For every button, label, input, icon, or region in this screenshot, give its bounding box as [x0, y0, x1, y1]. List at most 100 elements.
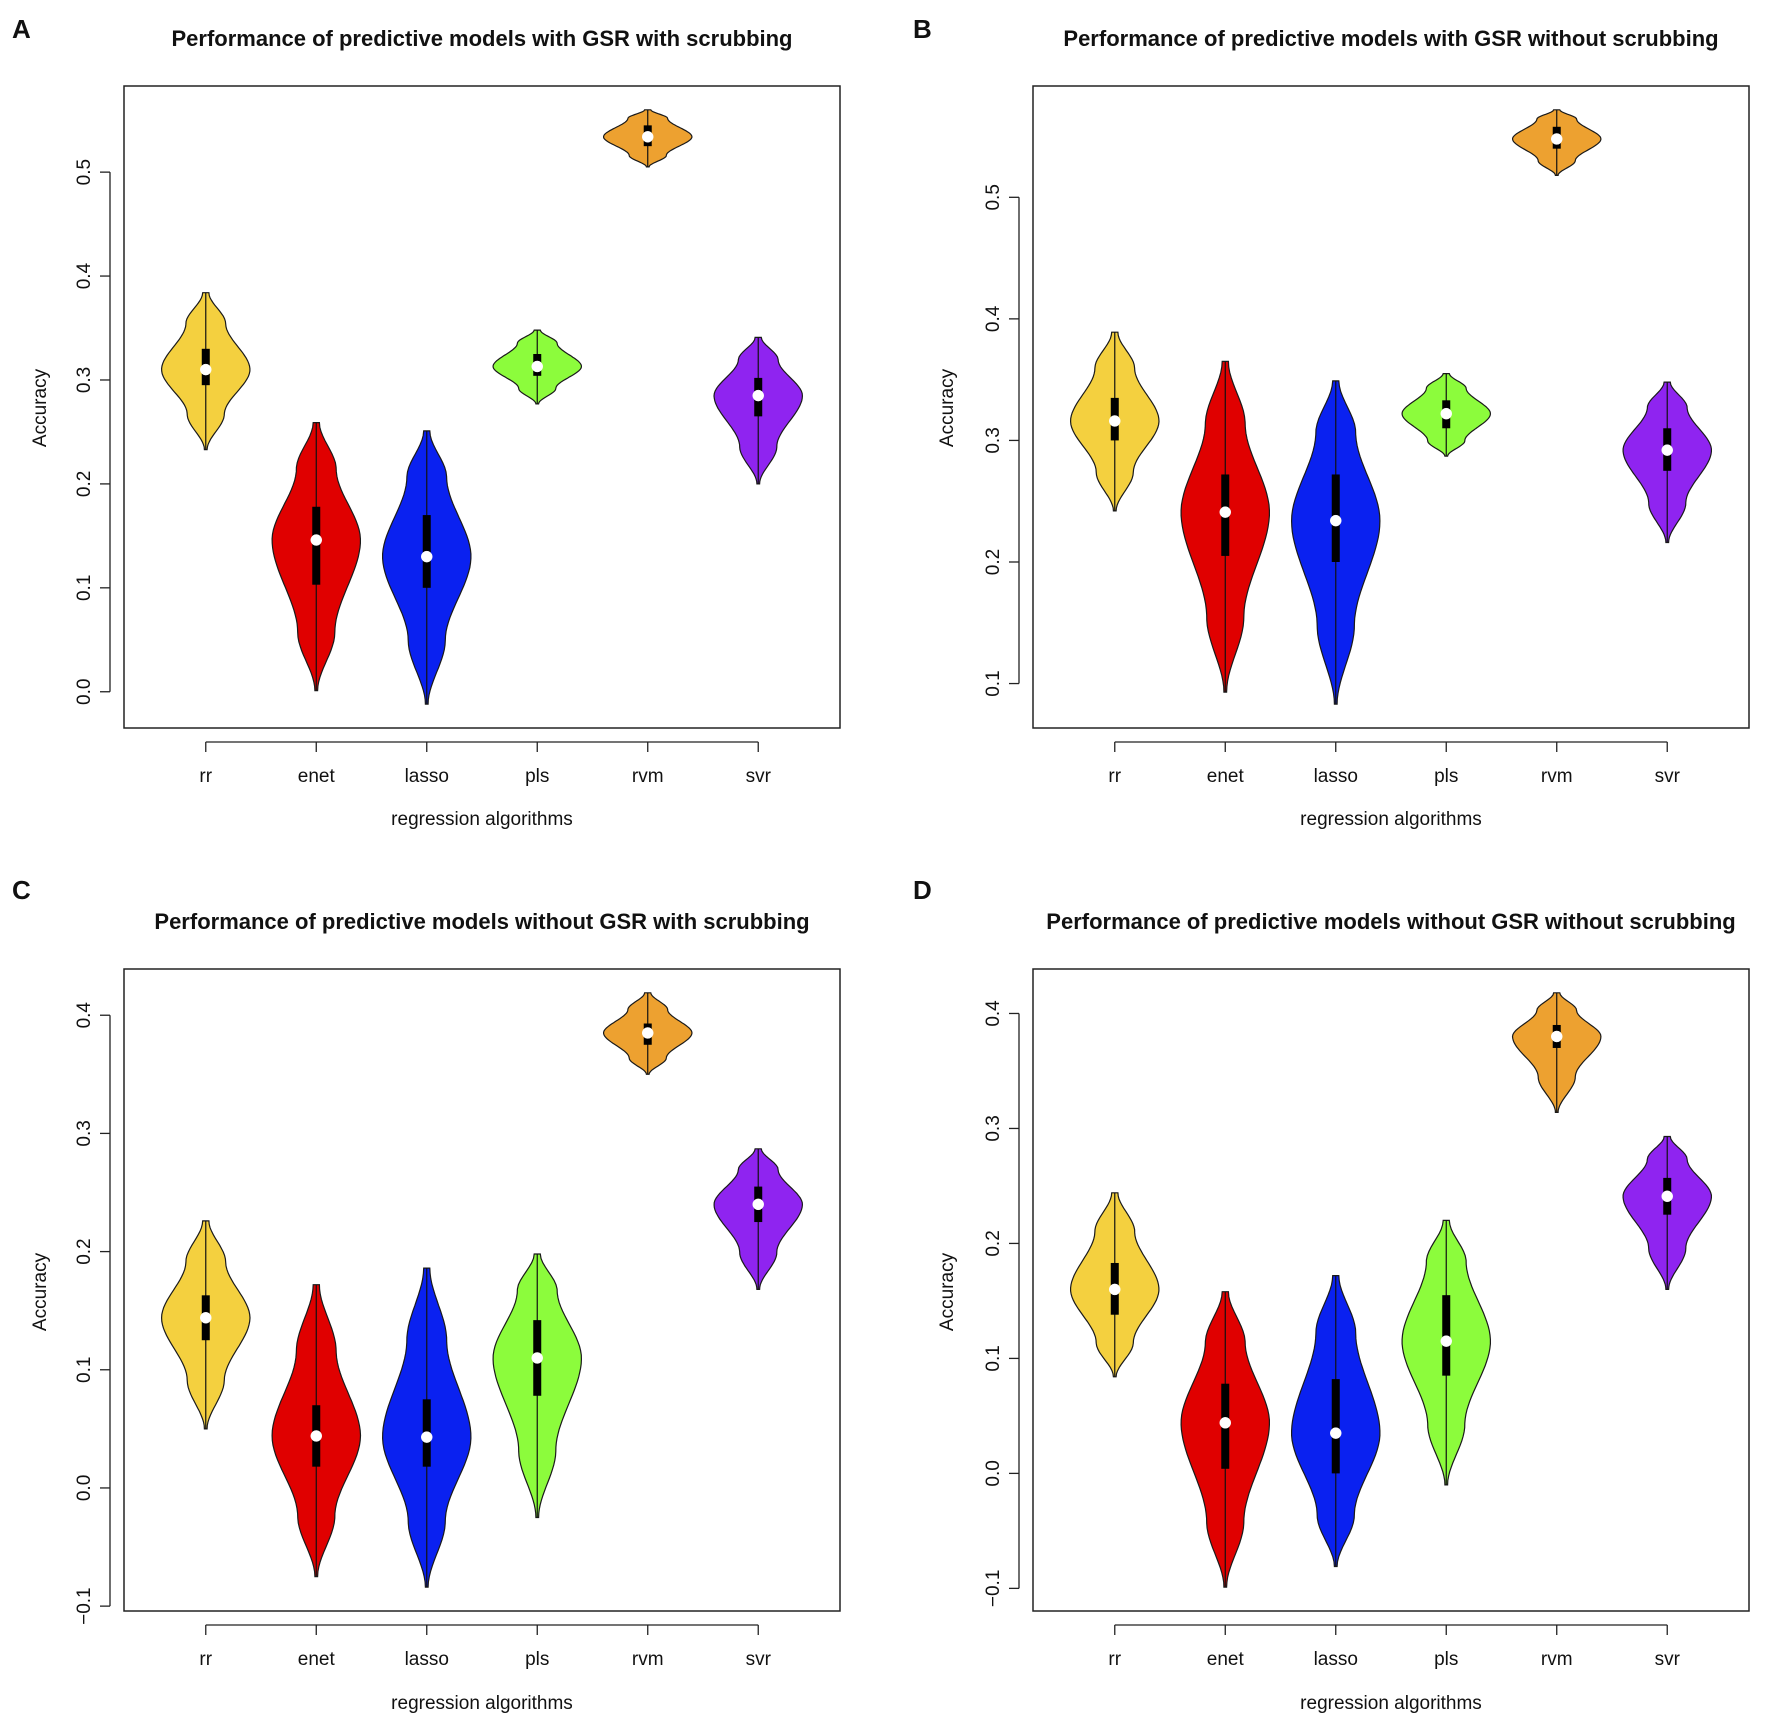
x-category-label: pls [525, 766, 549, 787]
y-tick-label: 0.0 [74, 679, 95, 705]
violin-group [1069, 109, 1712, 705]
y-axis-label: Accuracy [30, 1252, 51, 1331]
x-category-label: enet [1207, 766, 1245, 787]
x-axis: rr enet lasso pls rvm svr [1108, 1624, 1681, 1670]
median-point-pls [1440, 1335, 1452, 1347]
y-tick-label: 0.3 [74, 367, 95, 393]
median-point-rr [200, 363, 212, 376]
median-point-pls [531, 1352, 543, 1364]
y-tick-label: 0.0 [983, 1460, 1004, 1486]
y-tick-label: 0.4 [983, 1000, 1004, 1027]
y-tick-label: 0.2 [74, 1238, 95, 1264]
x-axis-label: regression algorithms [1300, 809, 1482, 830]
x-category-label: lasso [405, 766, 449, 787]
x-category-label: pls [1434, 1649, 1458, 1670]
x-axis: rr enet lasso pls rvm svr [199, 1624, 772, 1670]
violin-group [160, 109, 804, 705]
y-tick-label: 0.5 [983, 184, 1004, 210]
median-point-rvm [641, 131, 654, 143]
x-category-label: rvm [632, 1649, 664, 1670]
y-tick-label: 0.1 [983, 1345, 1004, 1371]
median-point-enet [1219, 1417, 1232, 1429]
y-tick-label: 0.1 [74, 575, 95, 601]
y-tick-label: 0.0 [74, 1475, 95, 1501]
panel-d: D Performance of predictive models witho… [887, 861, 1774, 1721]
x-category-label: lasso [1314, 1649, 1358, 1670]
y-tick-label: 0.1 [983, 670, 1004, 696]
y-axis: −0.1 0.0 0.1 0.2 0.3 0.4 [74, 1002, 111, 1625]
median-point-rvm [1550, 1030, 1563, 1043]
median-point-enet [310, 534, 323, 546]
y-tick-label: 0.2 [983, 1230, 1004, 1256]
median-point-enet [1219, 506, 1232, 518]
x-category-label: svr [746, 1649, 772, 1670]
x-category-label: enet [298, 1649, 336, 1670]
median-point-svr [1661, 444, 1673, 456]
median-point-svr [752, 1198, 764, 1211]
chart-title: Performance of predictive models without… [1046, 909, 1735, 934]
median-point-pls [531, 360, 543, 373]
median-point-lasso [1330, 1427, 1342, 1439]
x-category-label: rr [199, 766, 212, 787]
panel-letter: A [12, 14, 31, 44]
violin-group [160, 992, 804, 1588]
x-axis-label: regression algorithms [391, 809, 573, 830]
plot-frame [123, 85, 841, 729]
chart-title: Performance of predictive models with GS… [172, 26, 793, 51]
chart-title: Performance of predictive models without… [154, 909, 809, 934]
x-category-label: svr [1655, 766, 1681, 787]
y-tick-label: 0.1 [74, 1357, 95, 1383]
median-point-svr [1661, 1190, 1673, 1203]
x-category-label: rvm [1541, 766, 1573, 787]
plot-frame [1032, 968, 1750, 1612]
y-tick-label: −0.1 [983, 1570, 1004, 1608]
iqr-box-lasso [1331, 1379, 1340, 1474]
x-axis: rr enet lasso pls rvm svr [199, 741, 772, 787]
x-category-label: svr [1655, 1649, 1681, 1670]
violin-chart-d: D Performance of predictive models witho… [913, 875, 1750, 1714]
panel-letter: B [913, 14, 932, 44]
plot-frame [1032, 85, 1750, 729]
x-category-label: rr [1108, 766, 1121, 787]
violin-group [1070, 992, 1712, 1588]
x-category-label: svr [746, 766, 772, 787]
x-category-label: rvm [1541, 1649, 1573, 1670]
y-axis-label: Accuracy [30, 368, 51, 447]
y-axis: −0.1 0.0 0.1 0.2 0.3 0.4 [983, 1000, 1020, 1608]
x-category-label: pls [1434, 766, 1458, 787]
median-point-svr [752, 389, 764, 402]
y-axis-label: Accuracy [937, 368, 958, 447]
panel-c: C Performance of predictive models witho… [0, 861, 887, 1721]
median-point-enet [310, 1430, 323, 1442]
median-point-lasso [1330, 514, 1342, 527]
x-axis-label: regression algorithms [1300, 1693, 1482, 1714]
plot-frame [123, 968, 841, 1612]
median-point-rr [200, 1312, 212, 1324]
x-category-label: rr [199, 1649, 212, 1670]
y-axis-label: Accuracy [937, 1252, 958, 1331]
median-point-rvm [1550, 133, 1563, 145]
panel-letter: D [913, 875, 932, 905]
y-axis: 0.1 0.2 0.3 0.4 0.5 [983, 184, 1020, 697]
y-tick-label: 0.5 [74, 159, 95, 185]
violin-chart-b: B Performance of predictive models with … [913, 14, 1750, 830]
x-axis-label: regression algorithms [391, 1693, 573, 1714]
x-category-label: rvm [632, 766, 664, 787]
y-tick-label: 0.3 [74, 1120, 95, 1146]
y-tick-label: 0.4 [74, 1002, 95, 1029]
median-point-rr [1109, 1283, 1121, 1296]
y-tick-label: 0.3 [983, 1115, 1004, 1141]
chart-title: Performance of predictive models with GS… [1063, 26, 1718, 51]
y-tick-label: 0.2 [983, 549, 1004, 575]
median-point-lasso [421, 1431, 433, 1443]
x-category-label: rr [1108, 1649, 1121, 1670]
median-point-rr [1109, 415, 1121, 427]
x-category-label: enet [298, 766, 336, 787]
y-tick-label: 0.4 [983, 305, 1004, 332]
panel-letter: C [12, 875, 31, 905]
violin-chart-c: C Performance of predictive models witho… [12, 875, 841, 1714]
median-point-pls [1440, 407, 1452, 420]
y-tick-label: 0.4 [74, 262, 95, 289]
median-point-rvm [641, 1027, 654, 1039]
x-axis: rr enet lasso pls rvm svr [1108, 741, 1681, 787]
